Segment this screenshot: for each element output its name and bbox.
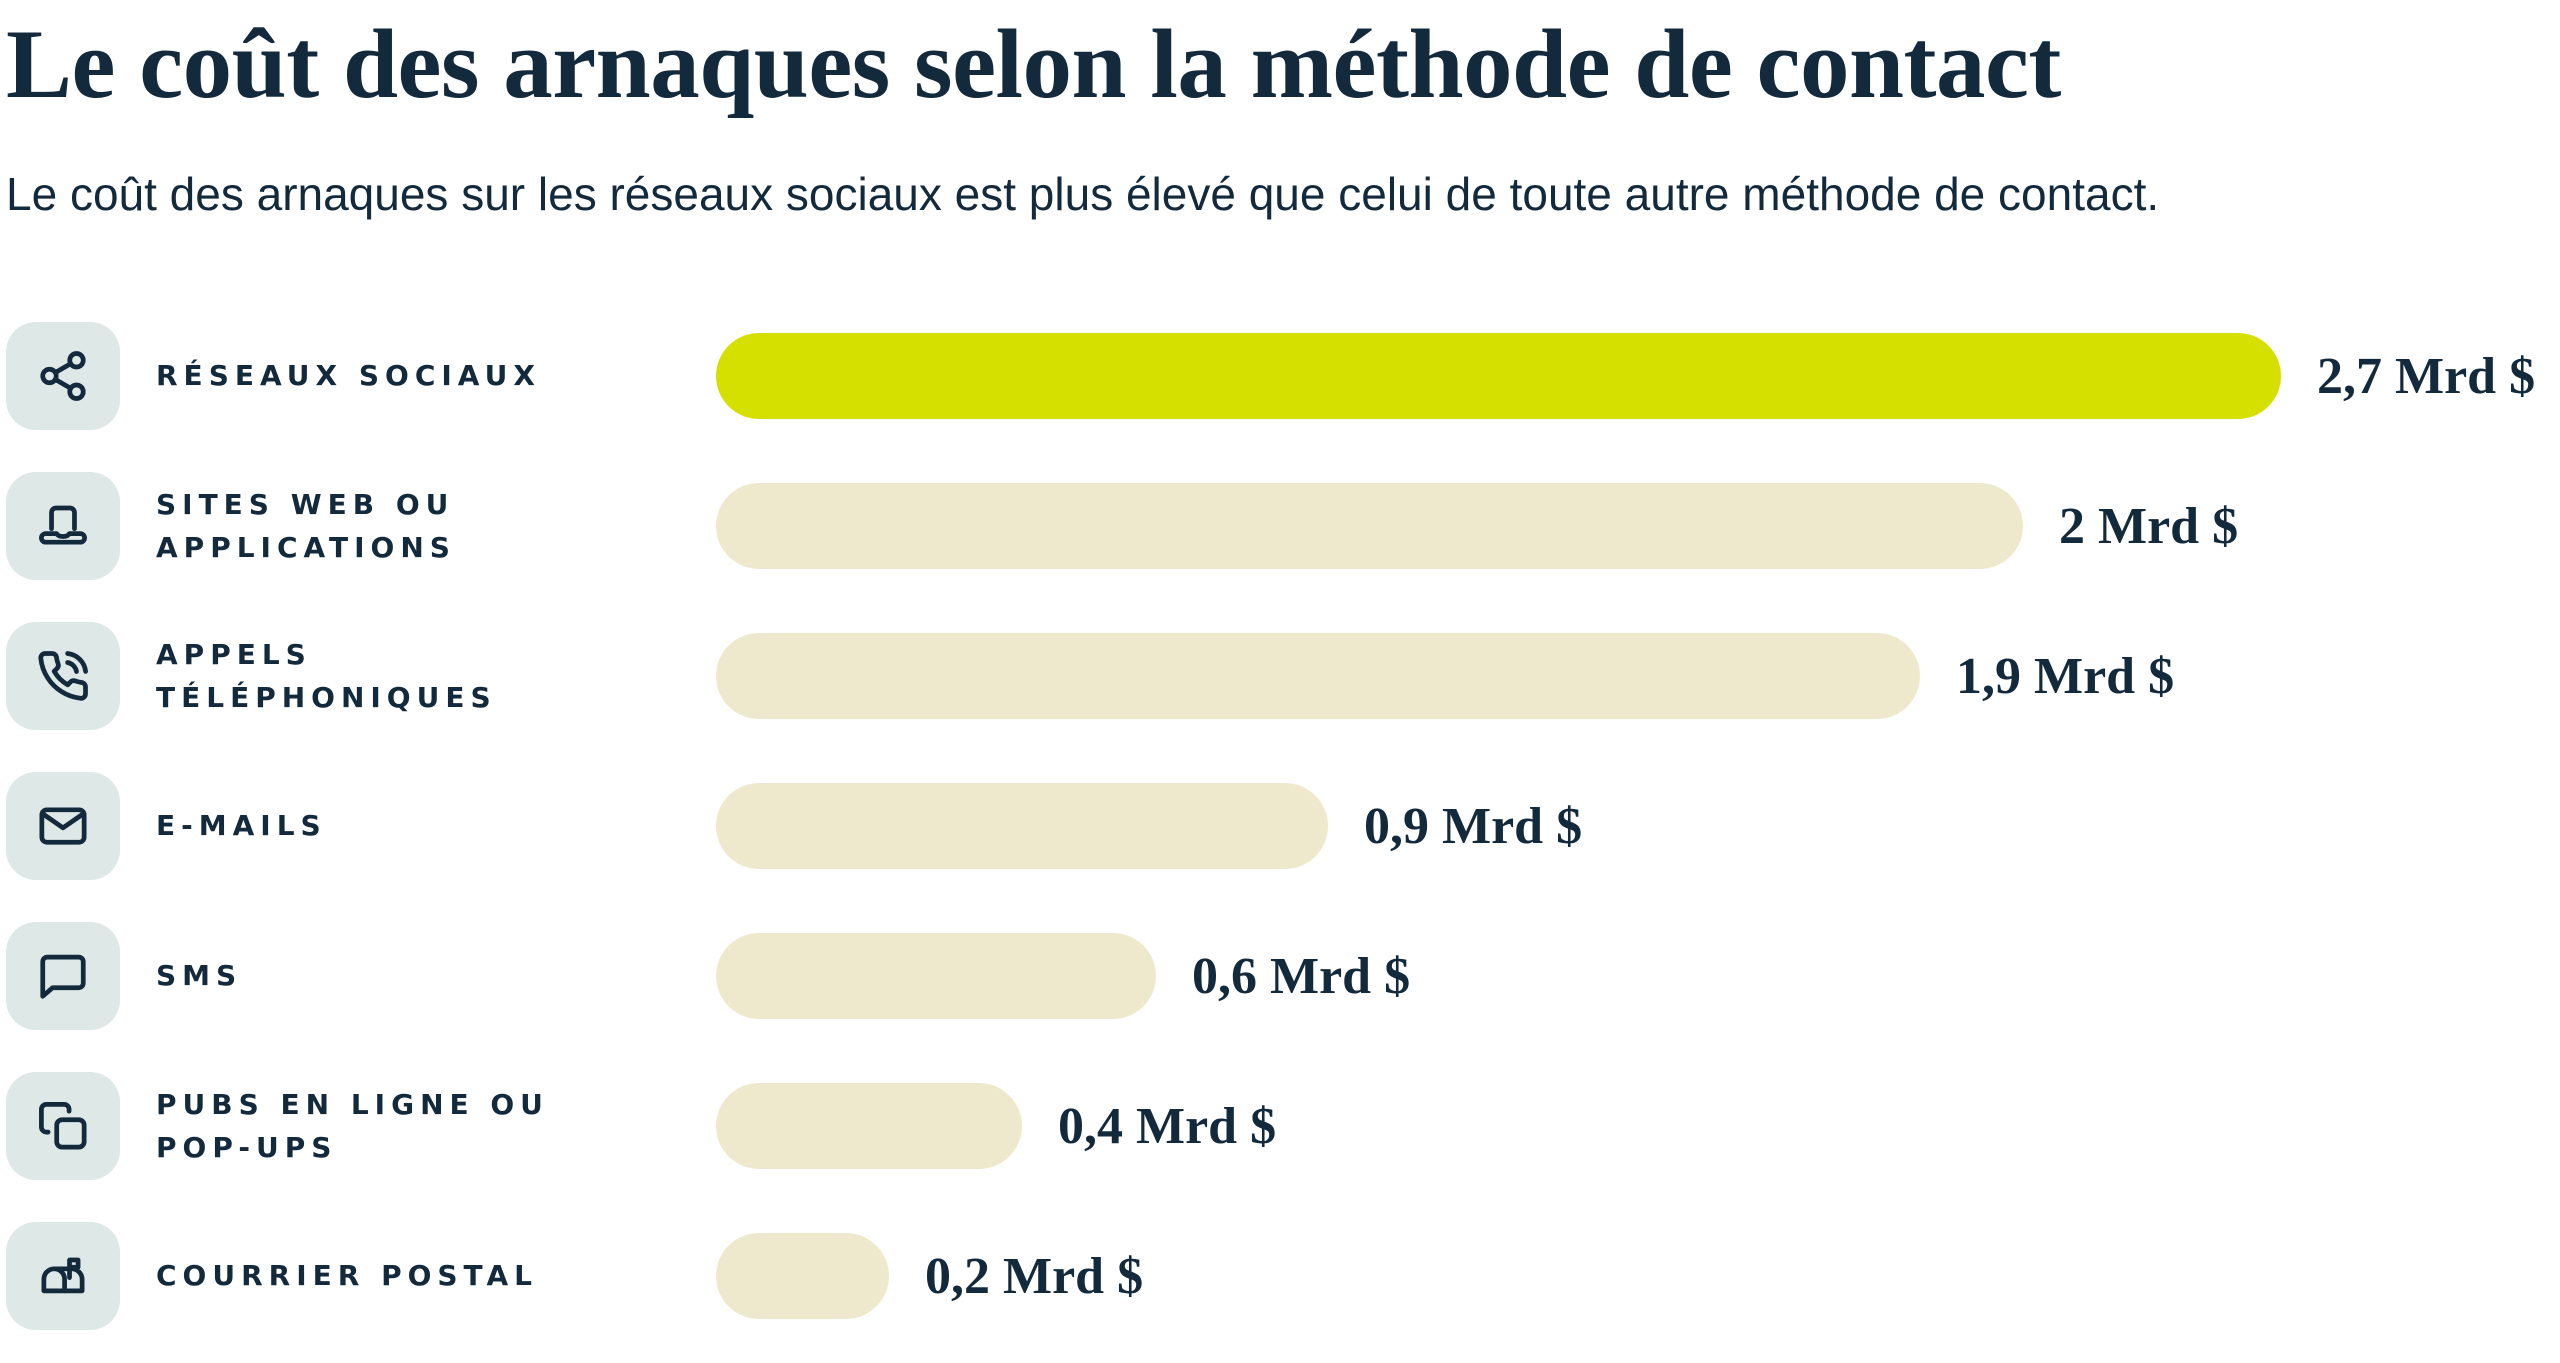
category-label: APPELS TÉLÉPHONIQUES — [156, 637, 497, 715]
share-icon — [40, 351, 86, 401]
value-label: 2,7 Mrd $ — [2317, 347, 2536, 405]
chart-row-appels-telephoniques: APPELS TÉLÉPHONIQUES 1,9 Mrd $ — [6, 622, 2560, 731]
category-label: RÉSEAUX SOCIAUX — [156, 359, 541, 393]
page-subtitle: Le coût des arnaques sur les réseaux soc… — [6, 167, 2160, 220]
chat-bubble-icon — [40, 954, 86, 999]
value-bar — [716, 333, 2281, 420]
chart-row-sms: SMS 0,6 Mrd $ — [6, 922, 2560, 1031]
value-bar — [716, 1083, 1022, 1170]
bar-zone: 0,2 Mrd $ — [716, 1233, 2560, 1320]
chart-row-emails: E-MAILS 0,9 Mrd $ — [6, 772, 2560, 881]
value-bar — [716, 933, 1156, 1020]
page-title: Le coût des arnaques selon la méthode de… — [6, 10, 2061, 119]
category-label: PUBS EN LIGNE OU POP-UPS — [156, 1087, 549, 1165]
mail-icon — [39, 807, 87, 845]
value-label: 0,6 Mrd $ — [1192, 947, 1411, 1005]
bar-zone: 0,6 Mrd $ — [716, 933, 2560, 1020]
category-label: E-MAILS — [156, 809, 327, 843]
popup-windows-icon — [39, 1102, 87, 1150]
value-label: 0,4 Mrd $ — [1058, 1097, 1277, 1155]
value-bar — [716, 1233, 889, 1320]
value-bar — [716, 783, 1328, 870]
value-label: 0,2 Mrd $ — [925, 1247, 1144, 1305]
category-label: SITES WEB OU APPLICATIONS — [156, 487, 456, 565]
value-label: 0,9 Mrd $ — [1364, 797, 1583, 855]
chart-row-courrier-postal: COURRIER POSTAL 0,2 Mrd $ — [6, 1222, 2560, 1331]
bar-zone: 2,7 Mrd $ — [716, 333, 2560, 420]
phone-call-icon — [38, 651, 88, 701]
icon-tile — [6, 472, 120, 581]
bar-chart: RÉSEAUX SOCIAUX 2,7 Mrd $ SITES WEB OU A… — [6, 322, 2560, 1331]
mailbox-icon — [41, 1257, 85, 1294]
category-label: COURRIER POSTAL — [156, 1259, 538, 1293]
icon-tile — [6, 1222, 120, 1331]
icon-tile — [6, 1072, 120, 1181]
bar-zone: 1,9 Mrd $ — [716, 633, 2560, 720]
icon-tile — [6, 922, 120, 1031]
value-label: 1,9 Mrd $ — [1956, 647, 2175, 705]
chart-row-pubs-en-ligne: PUBS EN LIGNE OU POP-UPS 0,4 Mrd $ — [6, 1072, 2560, 1181]
icon-tile — [6, 322, 120, 431]
icon-tile — [6, 772, 120, 881]
chart-row-sites-web: SITES WEB OU APPLICATIONS 2 Mrd $ — [6, 472, 2560, 581]
value-bar — [716, 633, 1920, 720]
bar-zone: 2 Mrd $ — [716, 483, 2560, 570]
chart-row-reseaux-sociaux: RÉSEAUX SOCIAUX 2,7 Mrd $ — [6, 322, 2560, 431]
bar-zone: 0,9 Mrd $ — [716, 783, 2560, 870]
icon-tile — [6, 622, 120, 731]
value-label: 2 Mrd $ — [2059, 497, 2239, 555]
laptop-icon — [39, 505, 87, 545]
bar-zone: 0,4 Mrd $ — [716, 1083, 2560, 1170]
category-label: SMS — [156, 959, 243, 993]
value-bar — [716, 483, 2023, 570]
